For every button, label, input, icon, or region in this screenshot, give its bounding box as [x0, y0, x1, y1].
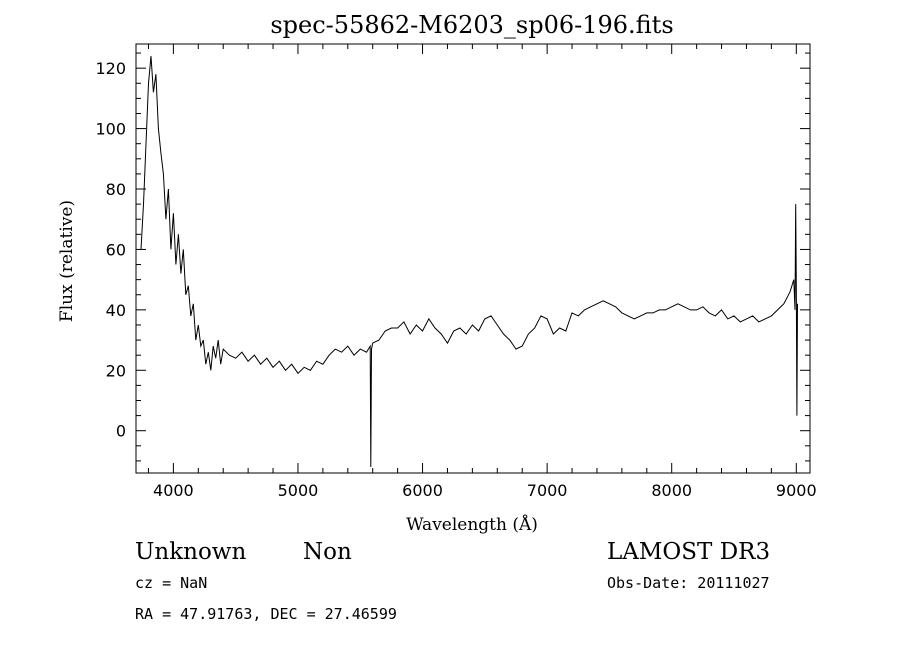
y-tick-label: 0 — [116, 422, 126, 441]
y-tick-label: 20 — [106, 361, 126, 380]
spectrum-line — [140, 56, 798, 468]
y-tick-label: 40 — [106, 301, 126, 320]
x-tick-label: 4000 — [153, 481, 194, 500]
object-class: Unknown — [135, 539, 246, 565]
y-tick-label: 120 — [95, 59, 126, 78]
chart-title: spec-55862-M6203_sp06-196.fits — [270, 11, 673, 39]
x-axis-label: Wavelength (Å) — [406, 514, 538, 535]
plot-frame — [135, 43, 811, 474]
x-tick-label: 5000 — [278, 481, 319, 500]
x-tick-label: 7000 — [527, 481, 568, 500]
survey-label: LAMOST DR3 — [607, 539, 770, 565]
axis-ticks — [136, 44, 810, 473]
y-tick-label: 100 — [95, 120, 126, 139]
obs-date-label: Obs-Date: 20111027 — [607, 574, 770, 592]
y-axis-label: Flux (relative) — [57, 200, 77, 322]
y-tick-label: 60 — [106, 240, 126, 259]
coordinates-label: RA = 47.91763, DEC = 27.46599 — [135, 605, 397, 623]
tick-labels: 4000 5000 6000 7000 8000 9000 0 20 40 60 80 100 120 — [95, 59, 816, 500]
object-subclass: Non — [303, 539, 352, 565]
redshift-label: cz = NaN — [135, 574, 207, 592]
x-tick-label: 8000 — [651, 481, 692, 500]
x-tick-label: 6000 — [402, 481, 443, 500]
x-tick-label: 9000 — [776, 481, 817, 500]
y-tick-label: 80 — [106, 180, 126, 199]
